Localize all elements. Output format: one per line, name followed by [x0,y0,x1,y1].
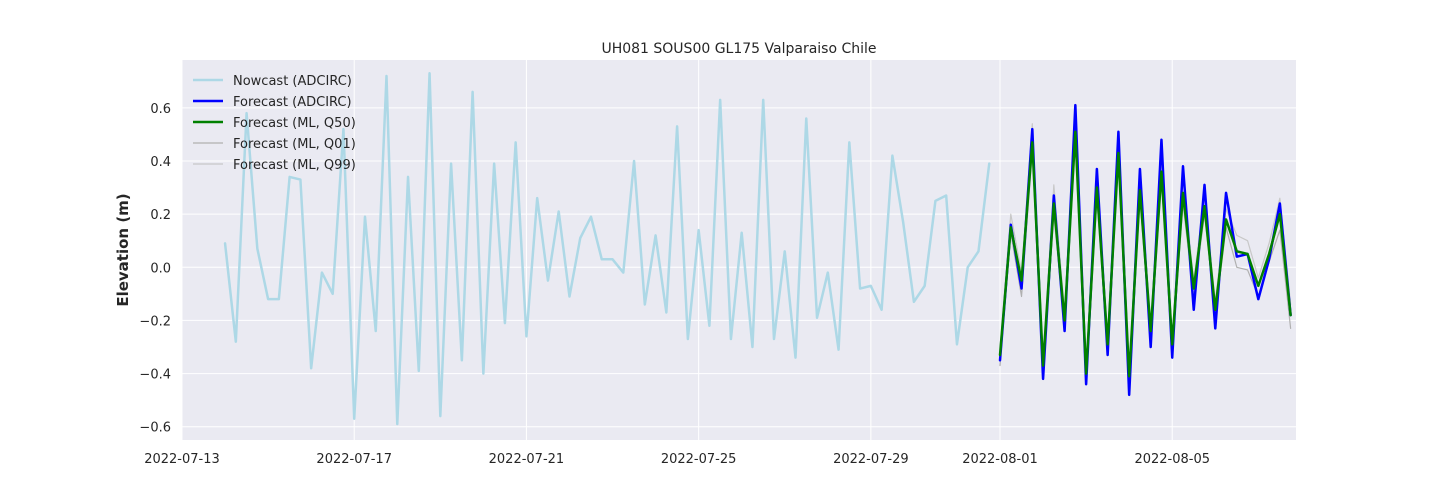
y-tick-label: −0.2 [139,314,171,329]
y-tick-label: 0.6 [150,102,171,117]
legend-label: Forecast (ML, Q01) [233,137,356,152]
y-tick-label: −0.6 [139,421,171,436]
chart-title: UH081 SOUS00 GL175 Valparaiso Chile [601,41,876,57]
y-tick-label: 0.2 [150,208,171,223]
legend: Nowcast (ADCIRC) Forecast (ADCIRC) Forecas… [193,74,356,173]
x-tick-label: 2022-07-13 [144,452,220,467]
y-tick-label: −0.4 [139,368,171,383]
x-tick-label: 2022-07-29 [833,452,909,467]
legend-label: Forecast (ML, Q50) [233,116,356,131]
x-tick-label: 2022-08-01 [962,452,1038,467]
legend-label: Forecast (ML, Q99) [233,158,356,173]
y-tick-label: 0.4 [150,155,171,170]
x-tick-label: 2022-08-05 [1134,452,1210,467]
x-tick-label: 2022-07-21 [489,452,565,467]
x-tick-labels: 2022-07-13 2022-07-17 2022-07-21 2022-07-25… [144,452,1210,467]
y-tick-label: 0.0 [150,261,171,276]
y-tick-labels: −0.6 −0.4 −0.2 0.0 0.2 0.4 0.6 [139,102,171,436]
series-group [223,72,1292,426]
x-tick-label: 2022-07-17 [316,452,392,467]
series-line-nowcast-adcirc [223,72,991,426]
y-axis-label: Elevation (m) [114,193,132,306]
legend-label: Nowcast (ADCIRC) [233,74,352,89]
x-tick-label: 2022-07-25 [661,452,737,467]
legend-label: Forecast (ADCIRC) [233,95,352,110]
series-line-forecast-ml-q50 [998,130,1292,378]
